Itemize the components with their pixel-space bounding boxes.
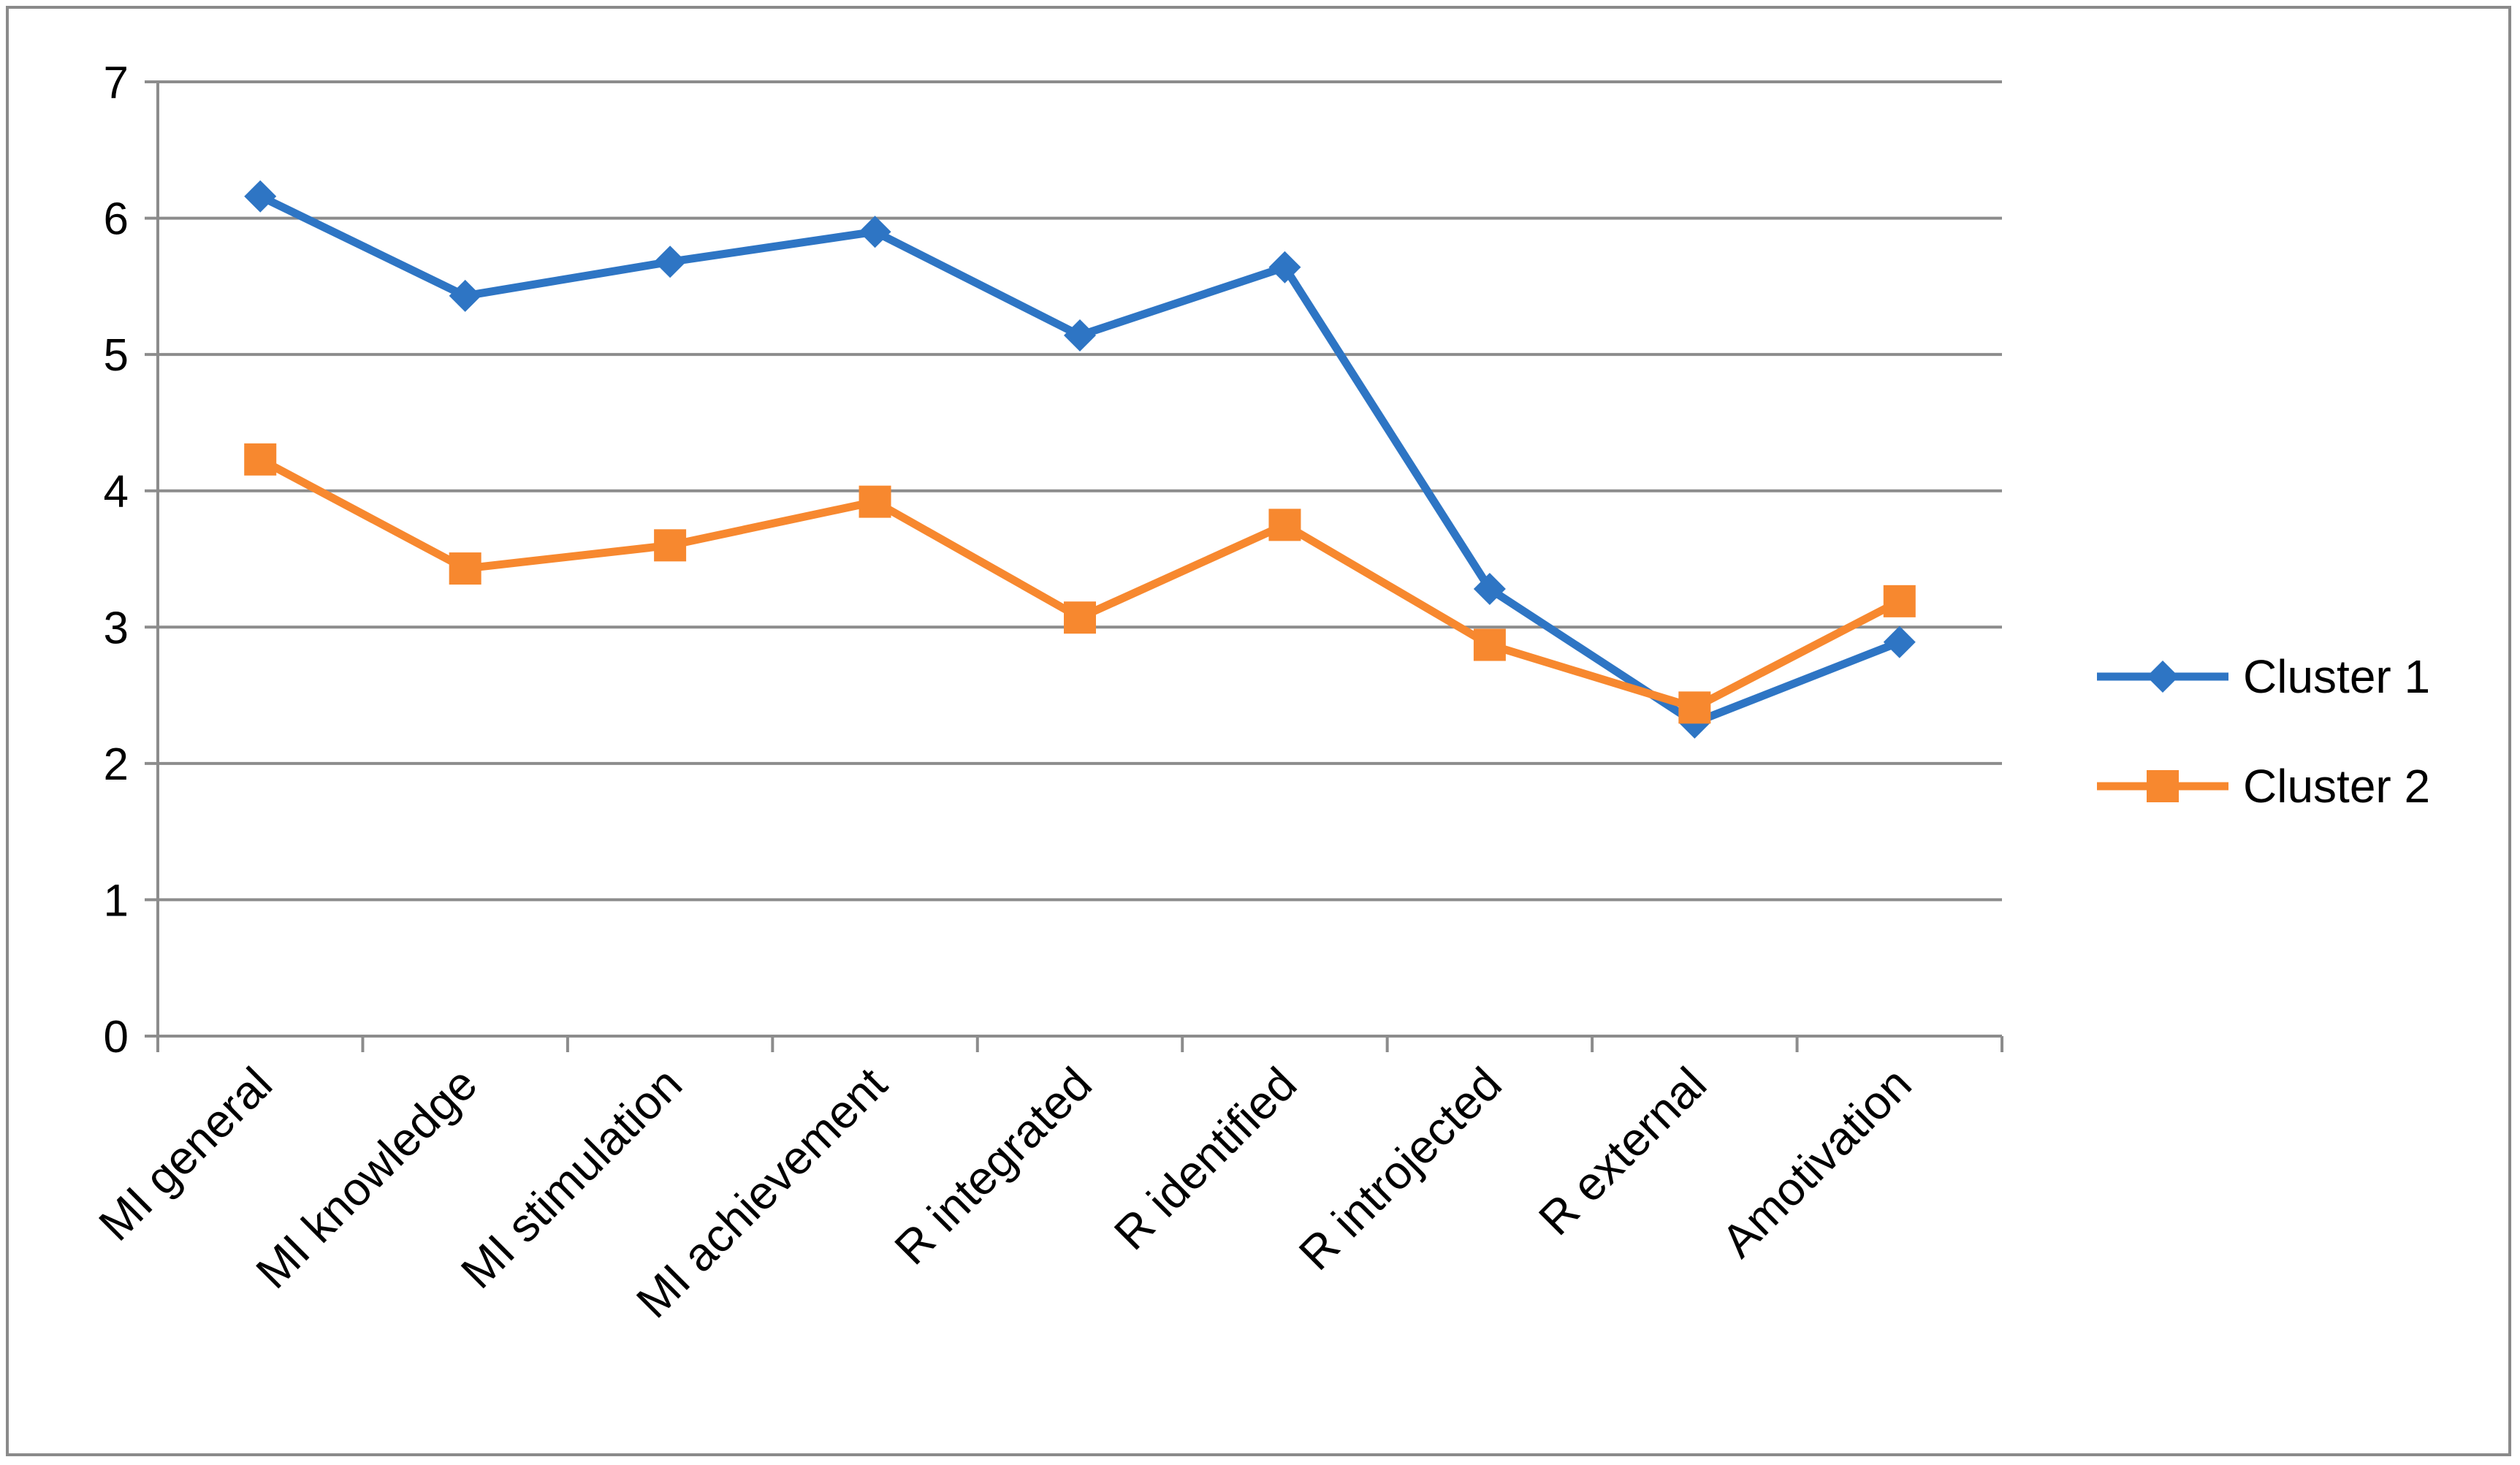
data-point: [244, 180, 277, 213]
data-point: [1064, 601, 1096, 634]
legend-label: Cluster 1: [2243, 650, 2430, 703]
data-point: [1473, 573, 1506, 606]
x-category-label: MI general: [88, 1057, 282, 1251]
x-category-label: R integrated: [884, 1057, 1101, 1274]
data-point: [654, 529, 687, 562]
legend-marker: [2147, 770, 2179, 802]
data-point: [1473, 628, 1506, 661]
data-point: [654, 246, 687, 278]
data-point: [449, 552, 481, 585]
legend: Cluster 1 Cluster 2: [2097, 650, 2430, 813]
legend-marker: [2147, 661, 2179, 693]
data-point: [1883, 585, 1916, 617]
y-tick-label: 3: [104, 603, 129, 653]
data-point: [859, 216, 891, 248]
series-2: [244, 443, 1916, 724]
data-point: [1678, 691, 1711, 724]
series-line: [258, 455, 1902, 712]
x-category-label: R introjected: [1289, 1057, 1512, 1280]
legend-label: Cluster 2: [2243, 760, 2430, 813]
y-tick-label: 4: [104, 467, 129, 517]
series-1: [244, 180, 1916, 739]
data-point: [1268, 251, 1301, 284]
x-category-label: R external: [1529, 1057, 1716, 1245]
data-point: [859, 485, 891, 518]
y-tick-label: 1: [104, 875, 129, 926]
axes: [145, 80, 2003, 1052]
legend-entry-1: Cluster 1: [2097, 650, 2430, 703]
series-line: [258, 192, 1901, 727]
data-point: [449, 279, 481, 312]
y-tick-label: 7: [104, 58, 129, 108]
y-tick-label: 6: [104, 194, 129, 245]
data-point: [1883, 625, 1916, 658]
x-category-label: R identified: [1104, 1057, 1306, 1260]
legend-entry-2: Cluster 2: [2097, 760, 2430, 813]
data-point: [1064, 319, 1096, 352]
series-layer: [244, 180, 1916, 739]
x-category-label: Amotivation: [1711, 1057, 1921, 1267]
y-tick-label: 5: [104, 330, 129, 381]
y-axis-tick-labels: 0 1 2 3 4 5 6 7: [104, 58, 129, 1062]
chart-frame: [6, 6, 2511, 1456]
data-point: [1268, 509, 1301, 541]
y-tick-label: 0: [104, 1012, 129, 1062]
data-point: [244, 443, 277, 476]
gridlines: [158, 80, 2002, 902]
y-tick-label: 2: [104, 739, 129, 790]
